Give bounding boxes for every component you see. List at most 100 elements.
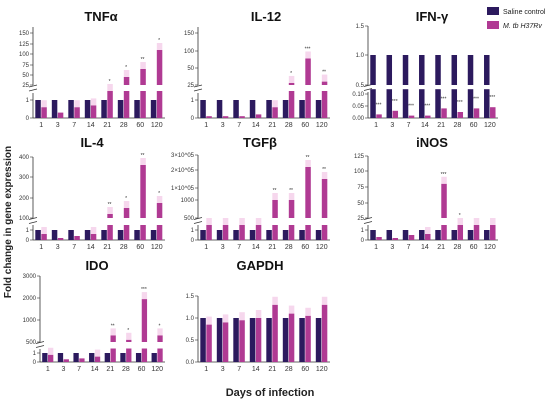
saline-bar (484, 230, 490, 240)
saline-bar (266, 100, 272, 118)
mtb-bar-upper (140, 69, 146, 85)
significance-label: *** (441, 96, 447, 102)
gapdh-tick-label: 1.0 (186, 316, 195, 322)
saline-bar-upper (484, 55, 490, 85)
x-tick-label: 21 (437, 244, 445, 251)
saline-bar (299, 230, 305, 240)
x-tick-label: 60 (301, 366, 309, 373)
axis-break-mark (193, 217, 203, 220)
error-bar (305, 307, 311, 316)
gapdh-tick-label: 0.0 (186, 360, 195, 366)
error-bar (141, 292, 148, 300)
mtb-bar (425, 115, 431, 118)
saline-bar (200, 318, 206, 362)
x-tick-label: 14 (87, 244, 95, 251)
lower-tick-label: 0.05 (352, 104, 364, 110)
error-bar (156, 43, 163, 50)
saline-bar (104, 353, 110, 362)
mtb-bar-upper (305, 167, 311, 218)
saline-bar (249, 100, 256, 118)
x-tick-label: 28 (120, 122, 128, 129)
saline-bar (216, 100, 223, 118)
saline-bar (134, 230, 140, 240)
saline-bar (134, 100, 140, 118)
chart-panel-5: iNOS 125 100 75 50 25 1 0 1 3 7 14 *** 21 * 28 60 120 (354, 135, 498, 251)
significance-label: * (125, 65, 127, 71)
mtb-bar (48, 354, 54, 362)
x-tick-label: 120 (151, 122, 163, 129)
mtb-bar (206, 324, 212, 362)
lower-tick-label: 1 (26, 228, 30, 234)
error-bar (107, 84, 113, 91)
x-tick-label: 14 (87, 122, 95, 129)
upper-tick-label: 1000 (23, 318, 37, 324)
x-tick-label: 28 (453, 244, 461, 251)
saline-bar (117, 100, 124, 118)
legend-swatch-saline (487, 7, 499, 15)
saline-bar (299, 318, 305, 362)
x-tick-label: 14 (421, 244, 429, 251)
chart-panel-0: TNFα 150 125 100 75 50 25 1 0 1 3 7 14 * 21 * 28 ** 60 * 120 (19, 9, 165, 129)
error-bar (288, 305, 295, 314)
x-tick-label: 7 (237, 366, 241, 373)
significance-label: * (159, 323, 161, 329)
x-tick-label: 21 (103, 122, 111, 129)
mtb-bar (457, 112, 464, 118)
significance-label: *** (141, 287, 147, 293)
saline-bar (68, 100, 74, 118)
lower-tick-label: 0 (26, 238, 30, 244)
mtb-bar (156, 91, 163, 118)
saline-bar (282, 318, 289, 362)
saline-bar (419, 89, 425, 118)
error-bar (90, 98, 97, 106)
axis-break-mark (193, 84, 203, 88)
mtb-bar (272, 304, 278, 362)
saline-bar (435, 89, 441, 118)
saline-bar (266, 230, 272, 240)
mtb-bar (408, 115, 415, 118)
mtb-bar (239, 225, 245, 240)
upper-tick-label: 100 (19, 216, 30, 222)
saline-bar (51, 230, 58, 240)
mtb-bar (288, 225, 295, 240)
chart-panel-7: GAPDH 1.5 1.0 0.5 0.0 1 3 7 14 21 28 60 120 (186, 258, 330, 373)
upper-tick-label: 500 (26, 340, 37, 346)
axis-break-mark (363, 88, 373, 91)
upper-tick-label: 50 (357, 201, 364, 207)
axis-break-mark (193, 88, 203, 92)
mtb-bar (490, 225, 496, 240)
error-bar (157, 328, 163, 336)
x-tick-label: 3 (221, 122, 225, 129)
x-tick-label: 1 (39, 122, 43, 129)
axis-break-mark (28, 217, 38, 220)
axis-break-mark (28, 88, 38, 92)
error-bar (107, 207, 113, 214)
panel-title: IDO (85, 258, 108, 273)
mtb-bar (41, 107, 47, 118)
error-bar (272, 296, 278, 305)
lower-tick-label: 0 (191, 238, 195, 244)
upper-tick-label: 1.0 (356, 53, 365, 59)
axis-break-mark (363, 221, 373, 224)
saline-bar-upper (467, 55, 474, 85)
mtb-bar (255, 318, 262, 362)
upper-tick-label: 50 (187, 66, 194, 72)
lower-tick-label: 0 (26, 116, 30, 122)
x-tick-label: 21 (103, 244, 111, 251)
saline-bar-upper (451, 55, 458, 85)
panel-title: TGFβ (243, 135, 277, 150)
saline-bar (315, 100, 322, 118)
x-tick-label: 120 (316, 244, 328, 251)
saline-bar (467, 230, 474, 240)
mtb-bar (206, 225, 212, 240)
x-tick-label: 28 (285, 244, 293, 251)
mtb-bar-upper (288, 200, 295, 218)
upper-tick-label: 1000 (181, 198, 195, 204)
error-bar (321, 172, 328, 179)
mtb-bar (272, 225, 278, 240)
lower-tick-label: 1 (26, 98, 30, 104)
mtb-bar (141, 348, 148, 362)
error-bar (255, 218, 262, 225)
lower-tick-label: 1 (191, 228, 195, 234)
